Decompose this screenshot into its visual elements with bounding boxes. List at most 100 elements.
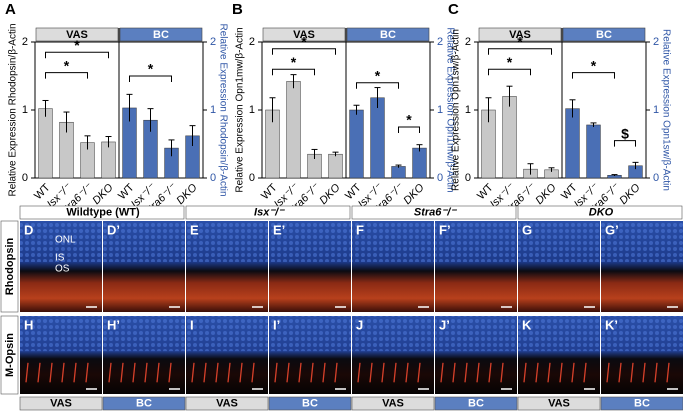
cone-signal bbox=[286, 362, 290, 383]
y-tick-label: 2 bbox=[465, 36, 471, 48]
nuclei-texture bbox=[352, 221, 434, 262]
cone-signal bbox=[452, 362, 456, 383]
nuclei-texture bbox=[518, 316, 600, 352]
cone-signal bbox=[417, 362, 421, 383]
significance-bracket bbox=[45, 51, 109, 59]
significance-bracket bbox=[488, 48, 552, 55]
layer-label: OS bbox=[55, 264, 70, 275]
column-header bbox=[19, 205, 185, 220]
y2-tick-label: 1 bbox=[437, 104, 443, 116]
cone-signal bbox=[144, 362, 148, 383]
y2-axis-label: Relative Expression Opn1sw/β-Actin bbox=[660, 29, 671, 191]
y2-tick-label: 2 bbox=[653, 36, 659, 48]
condition-box bbox=[434, 396, 518, 411]
cone-signal bbox=[85, 362, 89, 383]
cone-signal bbox=[25, 362, 29, 383]
cone-signal bbox=[239, 362, 243, 383]
cone-signal bbox=[168, 362, 172, 383]
x-tick-label: DKO bbox=[401, 181, 427, 207]
nuclei-texture bbox=[20, 221, 102, 262]
column-header bbox=[185, 205, 351, 220]
cone-signal bbox=[642, 362, 646, 383]
y2-axis-label: Relative Expression Rhodopsin/β-Actin bbox=[217, 23, 228, 196]
panel-letter: K bbox=[522, 317, 532, 332]
cone-signal bbox=[37, 362, 41, 383]
cone-signal bbox=[571, 362, 575, 383]
x-tick-label: DKO bbox=[617, 181, 643, 207]
panel-letter: D’ bbox=[107, 222, 120, 237]
significance-mark: * bbox=[591, 57, 597, 73]
layer-label: ONL bbox=[55, 235, 76, 246]
y-tick-label: 2 bbox=[249, 36, 255, 48]
condition-label: VAS bbox=[382, 397, 404, 409]
nuclei-texture bbox=[601, 316, 683, 352]
panel-letter: B bbox=[232, 1, 243, 18]
y2-tick-label: 0 bbox=[210, 172, 216, 184]
significance-mark: * bbox=[291, 54, 297, 70]
column-title: DKO bbox=[589, 206, 614, 218]
bar bbox=[328, 153, 343, 179]
significance-mark: * bbox=[74, 37, 80, 53]
significance-bracket bbox=[272, 48, 336, 55]
column-header bbox=[351, 205, 517, 220]
cone-signal bbox=[476, 362, 480, 383]
bar bbox=[391, 166, 406, 179]
significance-bracket bbox=[488, 68, 531, 76]
panel-letter: D bbox=[24, 222, 33, 237]
y2-tick-label: 2 bbox=[437, 36, 443, 48]
y2-tick-label: 0 bbox=[437, 172, 443, 184]
cone-signal bbox=[61, 362, 65, 383]
cone-signal bbox=[393, 362, 397, 383]
panel-letter: F bbox=[356, 222, 364, 237]
row-header bbox=[0, 220, 19, 313]
significance-bracket bbox=[272, 68, 315, 76]
cone-signal bbox=[606, 362, 610, 383]
cone-signal bbox=[654, 362, 658, 383]
group-header bbox=[562, 27, 646, 42]
y2-tick-label: 2 bbox=[210, 36, 216, 48]
condition-box bbox=[19, 396, 103, 411]
layer-label: IS bbox=[55, 253, 65, 264]
column-title: Stra6⁻/⁻ bbox=[414, 206, 457, 218]
cone-signal bbox=[583, 362, 587, 383]
bar bbox=[370, 97, 385, 179]
cone-signal bbox=[535, 362, 539, 383]
cone-signal bbox=[547, 362, 551, 383]
cone-signal bbox=[73, 362, 77, 383]
cone-signal bbox=[156, 362, 160, 383]
significance-mark: * bbox=[507, 54, 513, 70]
column-header bbox=[517, 205, 683, 220]
cone-signal bbox=[405, 362, 409, 383]
condition-box bbox=[517, 396, 601, 411]
cone-signal bbox=[49, 362, 53, 383]
panel-letter: E’ bbox=[273, 222, 285, 237]
significance-bracket bbox=[572, 72, 615, 79]
cone-signal bbox=[298, 362, 302, 383]
column-title: Isx⁻/⁻ bbox=[254, 206, 285, 218]
y-tick-label: 0 bbox=[465, 172, 471, 184]
panel-letter: J’ bbox=[439, 317, 450, 332]
panel-letter: E bbox=[190, 222, 199, 237]
bar bbox=[502, 96, 517, 179]
group-name: VAS bbox=[66, 29, 88, 41]
group-name: VAS bbox=[293, 29, 315, 41]
nuclei-texture bbox=[20, 316, 102, 352]
cone-signal bbox=[251, 362, 255, 383]
bar bbox=[565, 108, 580, 179]
panel-letter: G’ bbox=[605, 222, 619, 237]
x-tick-label: DKO bbox=[174, 181, 200, 207]
cone-signal bbox=[369, 362, 373, 383]
group-header bbox=[478, 27, 562, 42]
cone-signal bbox=[523, 362, 527, 383]
group-name: BC bbox=[153, 29, 169, 41]
panel-letter: G bbox=[522, 222, 532, 237]
significance-bracket bbox=[356, 82, 399, 89]
y-tick-label: 1 bbox=[22, 104, 28, 116]
cone-signal bbox=[440, 362, 444, 383]
group-header bbox=[346, 27, 430, 42]
condition-box bbox=[185, 396, 269, 411]
y2-tick-label: 0 bbox=[653, 172, 659, 184]
group-header bbox=[119, 27, 203, 42]
bar bbox=[349, 109, 364, 179]
